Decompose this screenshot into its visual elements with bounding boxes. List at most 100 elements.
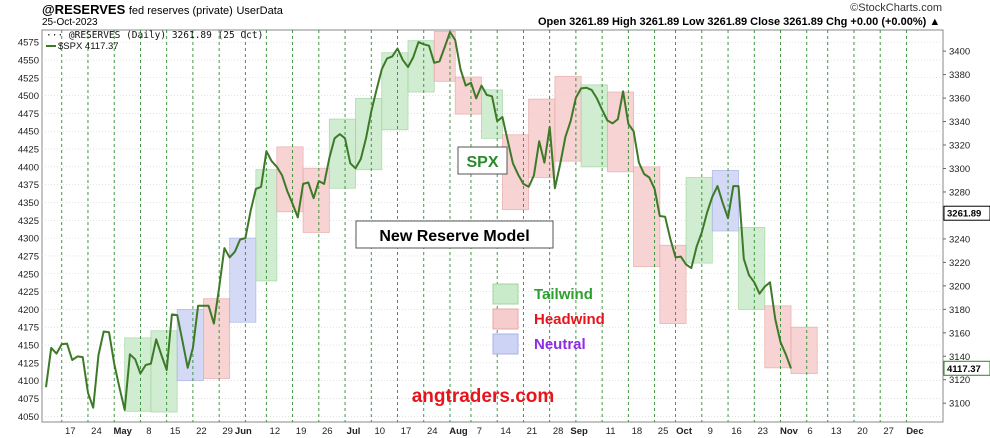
left-tick-label: 4325: [18, 216, 39, 227]
x-tick-label: 24: [427, 426, 438, 437]
watermark-text: angtraders.com: [412, 386, 555, 407]
x-tick-label: 29: [222, 426, 233, 437]
right-tick-label: 3120: [949, 375, 970, 386]
right-tick-label: 3140: [949, 352, 970, 363]
headwind-regime-box: [433, 31, 456, 82]
model-annotation: New Reserve Model: [379, 228, 529, 245]
tailwind-regime-box: [685, 177, 713, 264]
right-tick-label: 3380: [949, 70, 970, 81]
x-tick-label: 24: [91, 426, 102, 437]
right-tick-label: 3400: [949, 47, 970, 58]
spx-last-value: 4117.37: [947, 364, 981, 375]
symbol-label: @RESERVES: [42, 2, 126, 17]
x-tick-label: 27: [883, 426, 894, 437]
headwind-regime-box: [276, 146, 304, 213]
model-annotation-box: [355, 220, 554, 249]
x-tick-label: Aug: [449, 426, 468, 437]
left-tick-label: 4125: [18, 358, 39, 369]
x-tick-label: Sep: [570, 426, 588, 437]
tailwind-regime-box: [355, 98, 383, 171]
tailwind-key-label: Tailwind: [534, 286, 593, 303]
left-tick-label: 4550: [18, 55, 39, 66]
x-tick-label: 9: [708, 426, 713, 437]
left-tick-label: 4375: [18, 180, 39, 191]
x-tick-label: 6: [807, 426, 812, 437]
left-tick-label: 4225: [18, 287, 39, 298]
neutral-regime-box: [176, 308, 204, 382]
x-tick-label: 17: [401, 426, 412, 437]
headwind-regime-box: [554, 75, 582, 162]
left-tick-label: 4475: [18, 109, 39, 120]
x-tick-label: 8: [146, 426, 151, 437]
left-tick-label: 4350: [18, 198, 39, 209]
right-tick-label: 3160: [949, 328, 970, 339]
x-tick-label: 17: [65, 426, 76, 437]
left-tick-label: 4175: [18, 323, 39, 334]
right-tick-label: 3180: [949, 305, 970, 316]
reserves-last-value-tag: [943, 205, 990, 221]
x-tick-label: 18: [632, 426, 643, 437]
headwind-key-swatch: [492, 308, 519, 330]
x-tick-label: 26: [322, 426, 333, 437]
x-tick-label: 13: [831, 426, 842, 437]
x-tick-label: 21: [527, 426, 538, 437]
description-label: fed reserves (private): [128, 5, 233, 17]
left-tick-label: 4050: [18, 412, 39, 423]
brand-logo: ©StockCharts.com: [850, 2, 942, 14]
right-tick-label: 3300: [949, 164, 970, 175]
x-tick-label: Dec: [906, 426, 923, 437]
left-tick-label: 4400: [18, 162, 39, 173]
x-tick-label: 12: [270, 426, 281, 437]
x-tick-label: 10: [374, 426, 385, 437]
neutral-regime-box: [711, 170, 739, 232]
right-tick-label: 3340: [949, 117, 970, 128]
right-tick-label: 3360: [949, 94, 970, 105]
right-tick-label: 3200: [949, 281, 970, 292]
chart-date: 25-Oct-2023: [42, 17, 98, 28]
right-tick-label: 3280: [949, 187, 970, 198]
left-tick-label: 4300: [18, 234, 39, 245]
left-tick-label: 4100: [18, 376, 39, 387]
left-tick-label: 4525: [18, 73, 39, 84]
spx-legend-entry: $SPX 4117.37: [58, 41, 119, 52]
ohlc-readout: Open 3261.89 High 3261.89 Low 3261.89 Cl…: [538, 16, 941, 28]
x-tick-label: Nov: [780, 426, 799, 437]
right-tick-label: 3220: [949, 258, 970, 269]
left-tick-label: 4500: [18, 91, 39, 102]
left-tick-label: 4200: [18, 305, 39, 316]
x-tick-label: 28: [553, 426, 564, 437]
spx-series-line: [45, 31, 792, 411]
right-tick-label: 3100: [949, 399, 970, 410]
x-tick-label: May: [113, 426, 132, 437]
headwind-regime-box: [633, 166, 661, 268]
x-tick-label: 23: [757, 426, 768, 437]
left-tick-label: 4575: [18, 38, 39, 49]
right-tick-label: 3320: [949, 141, 970, 152]
spx-last-value-tag: [943, 360, 990, 376]
left-tick-label: 4075: [18, 394, 39, 405]
tailwind-regime-box: [328, 118, 356, 189]
reserves-legend-entry: ··· @RESERVES (Daily) 3261.89 (25 Oct): [46, 30, 263, 41]
x-tick-label: 25: [658, 426, 669, 437]
headwind-key-label: Headwind: [534, 311, 605, 328]
x-tick-label: 14: [500, 426, 511, 437]
tailwind-key-swatch: [492, 283, 519, 305]
spx-annotation: SPX: [466, 154, 498, 171]
left-tick-label: 4450: [18, 127, 39, 138]
x-tick-label: 20: [857, 426, 868, 437]
tailwind-regime-box: [580, 84, 608, 168]
headwind-regime-box: [790, 326, 818, 374]
x-tick-label: 11: [606, 426, 616, 437]
reserves-last-value: 3261.89: [947, 209, 981, 220]
x-tick-label: 19: [296, 426, 307, 437]
neutral-key-swatch: [492, 333, 519, 355]
x-tick-label: 16: [731, 426, 742, 437]
spx-annotation-box: [457, 146, 508, 175]
neutral-key-label: Neutral: [534, 336, 586, 353]
x-tick-label: Oct: [676, 426, 693, 437]
left-tick-label: 4250: [18, 269, 39, 280]
right-tick-label: 3240: [949, 234, 970, 245]
left-tick-label: 4150: [18, 341, 39, 352]
x-tick-label: Jul: [347, 426, 361, 437]
